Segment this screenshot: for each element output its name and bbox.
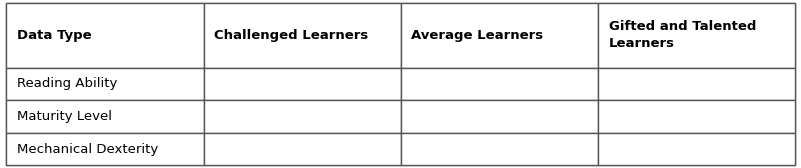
- Text: Maturity Level: Maturity Level: [17, 110, 112, 123]
- Bar: [6, 3, 203, 68]
- Text: Data Type: Data Type: [17, 29, 91, 42]
- Bar: [400, 133, 598, 165]
- Text: Average Learners: Average Learners: [412, 29, 543, 42]
- Bar: [6, 133, 203, 165]
- Bar: [598, 133, 795, 165]
- Text: Challenged Learners: Challenged Learners: [214, 29, 368, 42]
- Bar: [203, 3, 400, 68]
- Bar: [598, 3, 795, 68]
- Bar: [203, 100, 400, 133]
- Bar: [203, 133, 400, 165]
- Bar: [6, 68, 203, 100]
- Bar: [400, 100, 598, 133]
- Text: Reading Ability: Reading Ability: [17, 77, 117, 91]
- Bar: [598, 68, 795, 100]
- Bar: [400, 3, 598, 68]
- Bar: [203, 68, 400, 100]
- Bar: [6, 100, 203, 133]
- Text: Mechanical Dexterity: Mechanical Dexterity: [17, 143, 158, 156]
- Text: Gifted and Talented
Learners: Gifted and Talented Learners: [609, 20, 756, 50]
- Bar: [598, 100, 795, 133]
- Bar: [400, 68, 598, 100]
